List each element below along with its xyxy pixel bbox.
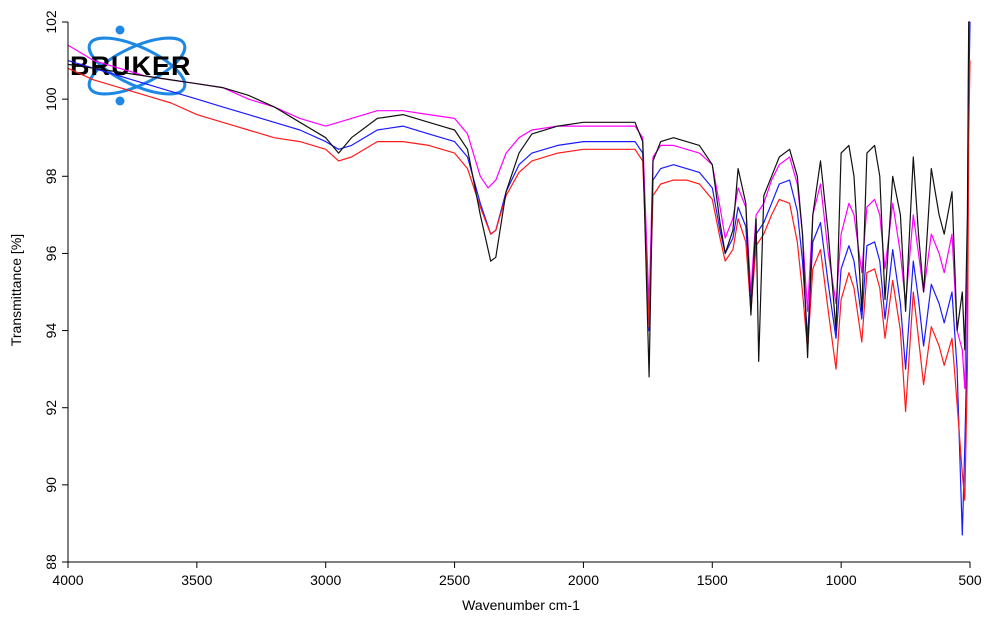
y-tick-label: 100 xyxy=(43,87,59,111)
y-tick-label: 102 xyxy=(43,10,59,34)
x-tick-label: 3500 xyxy=(181,572,212,588)
x-tick-label: 500 xyxy=(958,572,982,588)
series-line-2 xyxy=(67,21,971,536)
axes: 4000 3500 3000 2500 2000 1500 1000 500 88 90 92 94… xyxy=(43,10,982,588)
y-tick-label: 92 xyxy=(43,400,59,416)
bruker-logo: BRUKER xyxy=(70,25,192,106)
y-tick-label: 90 xyxy=(43,477,59,493)
series-line-4 xyxy=(67,21,970,378)
series-line-3 xyxy=(67,60,971,501)
x-tick-label: 1000 xyxy=(826,572,857,588)
x-tick-label: 2500 xyxy=(439,572,470,588)
y-axis-title: Transmittance [%] xyxy=(8,234,24,346)
y-tick-label: 98 xyxy=(43,168,59,184)
x-tick-label: 2000 xyxy=(568,572,599,588)
x-axis-ticks: 4000 3500 3000 2500 2000 1500 1000 500 xyxy=(52,562,982,588)
x-tick-label: 1500 xyxy=(697,572,728,588)
spectrum-lines xyxy=(67,21,971,536)
y-tick-label: 96 xyxy=(43,245,59,261)
y-tick-label: 94 xyxy=(43,323,59,339)
y-tick-label: 88 xyxy=(43,554,59,570)
series-line-1 xyxy=(67,21,971,389)
x-tick-label: 3000 xyxy=(310,572,341,588)
logo-text: BRUKER xyxy=(70,51,192,81)
x-tick-label: 4000 xyxy=(52,572,83,588)
y-axis-ticks: 88 90 92 94 96 98 100 102 xyxy=(43,10,68,570)
x-axis-title: Wavenumber cm-1 xyxy=(462,597,580,613)
